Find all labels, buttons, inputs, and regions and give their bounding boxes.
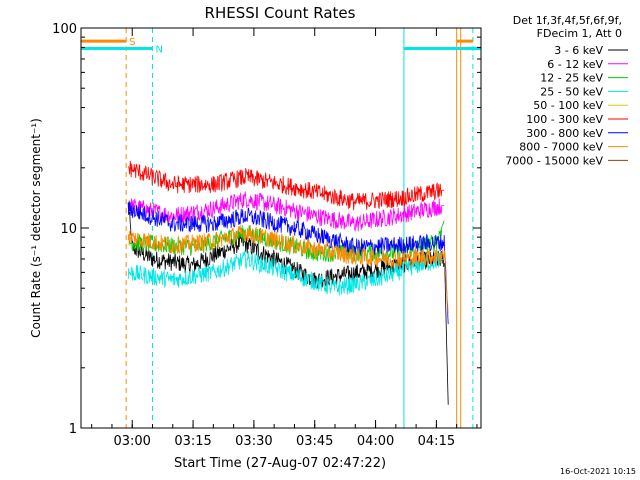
legend-label-1: 6 - 12 keV	[547, 58, 603, 71]
series-line-5	[127, 200, 449, 325]
y-axis-label: Count Rate (s⁻¹ detector segment⁻¹)	[29, 118, 43, 338]
legend-label-4: 50 - 100 keV	[533, 99, 603, 112]
attenuator-bar-label-0: S	[129, 37, 135, 48]
data-series	[127, 160, 449, 405]
series-line-0	[127, 202, 449, 405]
x-axis-label: Start Time (27-Aug-07 02:47:22)	[174, 456, 386, 471]
legend-header-1: FDecim 1, Att 0	[537, 27, 622, 40]
legend-label-8: 7000 - 15000 keV	[505, 154, 603, 167]
legend: Det 1f,3f,4f,5f,6f,9f,FDecim 1, Att 0 3 -…	[505, 14, 628, 167]
x-axis-ticks: 03:00 03:15 03:30 03:45 04:00 04:15	[91, 28, 478, 449]
vertical-markers	[125, 28, 474, 428]
x-tick-label-4: 04:00	[357, 434, 394, 449]
y-axis-ticks: 1 10 100	[52, 22, 481, 437]
y-tick-label-0: 1	[69, 422, 77, 437]
legend-label-2: 12 - 25 keV	[540, 72, 603, 85]
legend-label-3: 25 - 50 keV	[540, 85, 603, 98]
x-tick-label-2: 03:30	[235, 434, 272, 449]
x-tick-label-5: 04:15	[418, 434, 455, 449]
legend-label-7: 800 - 7000 keV	[519, 141, 603, 154]
x-tick-label-1: 03:15	[174, 434, 211, 449]
legend-header-0: Det 1f,3f,4f,5f,6f,9f,	[513, 14, 622, 27]
legend-label-0: 3 - 6 keV	[554, 44, 603, 57]
legend-label-5: 100 - 300 keV	[526, 113, 603, 126]
x-tick-label-3: 03:45	[296, 434, 333, 449]
attenuator-bars: SN	[81, 37, 481, 55]
footer-timestamp: 16-Oct-2021 10:15	[560, 467, 636, 476]
chart-title: RHESSI Count Rates	[205, 4, 356, 22]
series-line-6	[127, 224, 449, 314]
y-tick-label-1: 10	[60, 222, 77, 237]
y-tick-label-2: 100	[52, 22, 77, 37]
series-line-4	[127, 160, 445, 211]
legend-label-6: 300 - 800 keV	[526, 127, 603, 140]
x-tick-label-0: 03:00	[113, 434, 150, 449]
series-line-3	[127, 250, 445, 296]
attenuator-bar-label-1: N	[156, 44, 163, 55]
